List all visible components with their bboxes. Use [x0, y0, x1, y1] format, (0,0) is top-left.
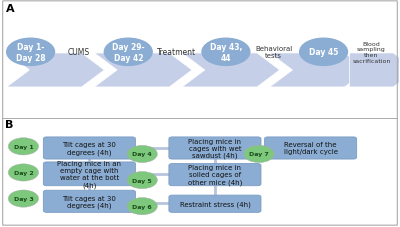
Text: Tilt cages at 30
degrees (4h): Tilt cages at 30 degrees (4h): [62, 142, 116, 155]
Circle shape: [127, 172, 157, 189]
Text: Day 45: Day 45: [309, 48, 338, 57]
Text: Day 1-
Day 28: Day 1- Day 28: [16, 43, 46, 62]
Circle shape: [127, 198, 157, 215]
Text: Placing mice in an
empty cage with
water at the bott
(4h): Placing mice in an empty cage with water…: [57, 160, 121, 188]
Polygon shape: [350, 54, 400, 88]
Circle shape: [127, 146, 157, 163]
Text: A: A: [6, 4, 14, 14]
Text: Treatment: Treatment: [156, 48, 196, 57]
Circle shape: [300, 39, 348, 66]
Circle shape: [8, 138, 38, 155]
Text: Day 4: Day 4: [132, 152, 152, 157]
FancyBboxPatch shape: [169, 164, 261, 186]
Text: Day 2: Day 2: [14, 170, 33, 175]
Text: CUMS: CUMS: [67, 48, 90, 57]
Circle shape: [244, 146, 274, 163]
Text: Reversal of the
light/dark cycle: Reversal of the light/dark cycle: [284, 142, 338, 155]
Text: Tilt cages at 30
degrees (4h): Tilt cages at 30 degrees (4h): [62, 195, 116, 208]
FancyBboxPatch shape: [43, 190, 136, 212]
Circle shape: [104, 39, 152, 66]
Text: B: B: [6, 119, 14, 129]
Polygon shape: [182, 54, 280, 88]
Circle shape: [202, 39, 250, 66]
Circle shape: [8, 190, 38, 207]
Text: Day 5: Day 5: [132, 178, 152, 183]
Text: Restraint stress (4h): Restraint stress (4h): [180, 201, 250, 207]
Circle shape: [7, 39, 54, 66]
Polygon shape: [270, 54, 368, 88]
FancyBboxPatch shape: [169, 195, 261, 212]
Text: Day 3: Day 3: [14, 196, 33, 201]
Text: Behavioral
tests: Behavioral tests: [255, 46, 292, 59]
Text: Blood
sampling
then
sacrification: Blood sampling then sacrification: [352, 42, 390, 64]
Polygon shape: [7, 54, 104, 88]
Text: Day 6: Day 6: [132, 204, 152, 209]
Text: Day 29-
Day 42: Day 29- Day 42: [112, 43, 144, 62]
Text: Day 1: Day 1: [14, 144, 33, 149]
Polygon shape: [94, 54, 192, 88]
FancyBboxPatch shape: [169, 137, 261, 159]
FancyBboxPatch shape: [264, 137, 357, 159]
Text: Placing mice in
soiled cages of
other mice (4h): Placing mice in soiled cages of other mi…: [188, 165, 242, 185]
Circle shape: [8, 164, 38, 181]
Text: Day 43,
44: Day 43, 44: [210, 43, 242, 62]
Text: Day 7: Day 7: [249, 152, 269, 157]
Text: Placing mice in
cages with wet
sawdust (4h): Placing mice in cages with wet sawdust (…: [188, 138, 242, 158]
FancyBboxPatch shape: [43, 137, 136, 159]
FancyBboxPatch shape: [43, 162, 136, 186]
